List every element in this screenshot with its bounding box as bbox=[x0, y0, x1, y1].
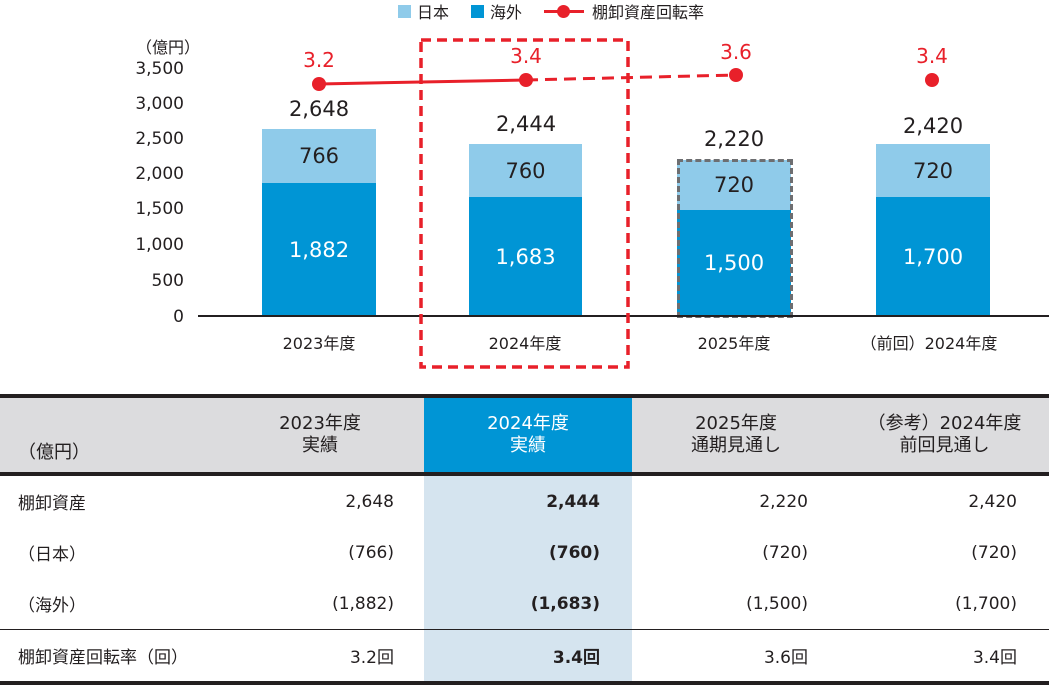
cell: 2,444 bbox=[424, 474, 632, 527]
bar-total: 2,444 bbox=[495, 112, 557, 136]
table-row: 棚卸資産回転率（回） 3.2回 3.4回 3.6回 3.4回 bbox=[0, 629, 1049, 683]
turnover-line-chart bbox=[312, 38, 939, 369]
cell: (720) bbox=[971, 542, 1017, 563]
y-tick: 3,000 bbox=[135, 94, 184, 114]
bar-segment-japan: 766 bbox=[262, 129, 376, 183]
bar-value-japan: 720 bbox=[713, 173, 755, 197]
cell: 2,648 bbox=[345, 491, 394, 512]
inventory-table: （億円） 2023年度 実績 2024年度 実績 2025年度 通期見通し （参考）2… bbox=[0, 394, 1049, 685]
legend-item-japan: 日本 bbox=[398, 0, 449, 23]
bar-value-overseas: 1,882 bbox=[288, 237, 350, 262]
bar-value-japan: 766 bbox=[298, 144, 340, 168]
y-tick: 500 bbox=[151, 271, 184, 291]
y-tick: 2,500 bbox=[135, 129, 184, 149]
line-marker-icon bbox=[544, 4, 585, 18]
turnover-point-icon bbox=[925, 73, 939, 87]
table-row: 棚卸資産 2,648 2,444 2,220 2,420 bbox=[0, 474, 1049, 527]
bar-prev-2024: 720 1,700 bbox=[876, 144, 990, 316]
row-label: （日本） bbox=[18, 545, 86, 565]
legend-label-turnover: 棚卸資産回転率 bbox=[592, 3, 705, 22]
cell: 3.6回 bbox=[763, 648, 808, 668]
legend-label-overseas: 海外 bbox=[490, 3, 523, 22]
bar-segment-overseas: 1,882 bbox=[262, 183, 376, 316]
cell: (766) bbox=[348, 542, 394, 563]
turnover-point-icon bbox=[519, 73, 533, 87]
cell: (1,683) bbox=[424, 578, 632, 630]
turnover-point-icon bbox=[312, 77, 326, 91]
y-tick: 1,000 bbox=[135, 235, 184, 255]
bar-value-japan: 720 bbox=[912, 158, 954, 183]
cell: 2,420 bbox=[968, 491, 1017, 512]
bar-total: 2,648 bbox=[288, 97, 350, 121]
table-header-row: （億円） 2023年度 実績 2024年度 実績 2025年度 通期見通し （参考）2… bbox=[0, 396, 1049, 474]
bar-2023: 766 1,882 bbox=[262, 129, 376, 316]
cell: 2,220 bbox=[759, 491, 808, 512]
turnover-line-dashed bbox=[525, 73, 737, 82]
y-tick: 2,000 bbox=[135, 164, 184, 184]
table-header-prev-2024: （参考）2024年度 前回見通し bbox=[840, 396, 1049, 474]
row-label: （海外） bbox=[18, 596, 86, 616]
turnover-value: 3.6 bbox=[720, 40, 752, 64]
bar-value-japan: 760 bbox=[505, 158, 546, 183]
highlight-2024-box bbox=[419, 38, 630, 369]
overseas-swatch-icon bbox=[471, 4, 485, 18]
cell: (1,700) bbox=[955, 593, 1017, 614]
y-tick: 3,500 bbox=[135, 59, 184, 79]
cell: (720) bbox=[762, 542, 808, 563]
x-label: 2024年度 bbox=[488, 334, 562, 353]
table-header-2025: 2025年度 通期見通し bbox=[632, 396, 840, 474]
table-header-2024: 2024年度 実績 bbox=[424, 396, 632, 474]
x-axis-line bbox=[198, 315, 1049, 317]
y-tick: 1,500 bbox=[135, 199, 184, 219]
legend-item-overseas: 海外 bbox=[471, 0, 522, 23]
bar-total: 2,220 bbox=[703, 127, 765, 151]
row-label: 棚卸資産 bbox=[18, 494, 86, 514]
legend-item-turnover: 棚卸資産回転率 bbox=[544, 0, 704, 23]
table-row: （海外） (1,882) (1,683) (1,500) (1,700) bbox=[0, 578, 1049, 630]
legend-label-japan: 日本 bbox=[417, 3, 450, 22]
bar-segment-japan: 720 bbox=[677, 160, 791, 210]
x-label: （前回）2024年度 bbox=[860, 334, 998, 353]
table-header-2023: 2023年度 実績 bbox=[216, 396, 424, 474]
y-axis-unit: （億円） bbox=[136, 38, 201, 57]
bar-2024: 760 1,683 bbox=[469, 144, 582, 316]
table-unit: （億円） bbox=[0, 396, 216, 474]
bar-segment-overseas: 1,683 bbox=[469, 197, 582, 316]
cell: 3.2回 bbox=[349, 648, 394, 668]
bar-value-overseas: 1,700 bbox=[902, 244, 964, 269]
turnover-value: 3.4 bbox=[510, 44, 542, 68]
turnover-value: 3.4 bbox=[916, 44, 948, 68]
cell: 3.4回 bbox=[424, 629, 632, 683]
bar-segment-overseas: 1,500 bbox=[677, 210, 791, 316]
bar-total: 2,420 bbox=[902, 114, 964, 138]
bar-segment-japan: 720 bbox=[876, 144, 990, 197]
bar-segment-japan: 760 bbox=[469, 144, 582, 197]
cell: (1,500) bbox=[746, 593, 808, 614]
japan-swatch-icon bbox=[398, 4, 411, 18]
row-label: 棚卸資産回転率（回） bbox=[18, 648, 188, 668]
bar-2025-forecast: 720 1,500 bbox=[677, 160, 791, 316]
table-row: （日本） (766) (760) (720) (720) bbox=[0, 527, 1049, 578]
cell: 3.4回 bbox=[972, 648, 1017, 668]
cell: (760) bbox=[424, 527, 632, 578]
y-tick: 0 bbox=[173, 307, 184, 327]
turnover-point-icon bbox=[729, 68, 743, 82]
cell: (1,882) bbox=[332, 593, 394, 614]
chart-legend: 日本 海外 棚卸資産回転率 bbox=[398, 0, 726, 22]
x-label: 2025年度 bbox=[697, 334, 771, 353]
x-label: 2023年度 bbox=[282, 334, 356, 353]
turnover-value: 3.2 bbox=[303, 48, 335, 72]
bar-value-overseas: 1,683 bbox=[495, 244, 556, 269]
bar-value-overseas: 1,500 bbox=[703, 251, 765, 275]
bar-segment-overseas: 1,700 bbox=[876, 197, 990, 316]
